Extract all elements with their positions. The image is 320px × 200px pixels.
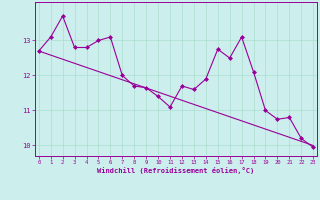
X-axis label: Windchill (Refroidissement éolien,°C): Windchill (Refroidissement éolien,°C) xyxy=(97,167,255,174)
